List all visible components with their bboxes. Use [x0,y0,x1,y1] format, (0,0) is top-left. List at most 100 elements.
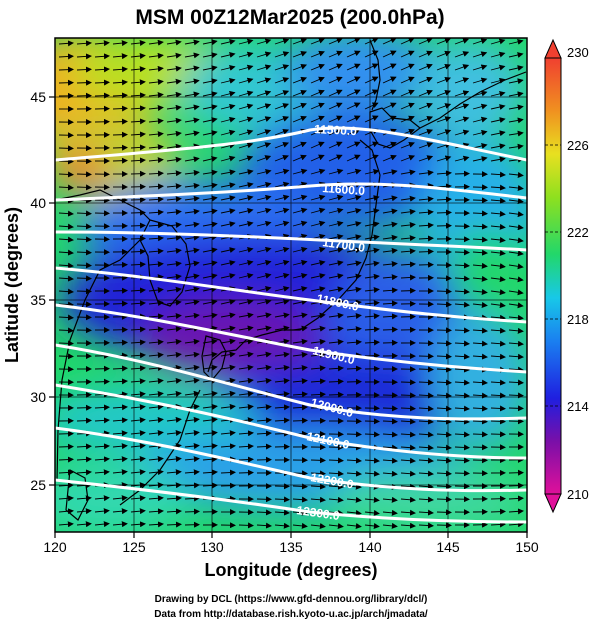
wind-arrow [256,38,272,45]
wind-arrow [382,169,398,176]
wind-arrow [346,523,362,530]
wind-arrow [382,431,398,438]
wind-arrow [382,195,398,202]
wind-arrow [220,325,236,332]
wind-arrow [238,259,254,266]
wind-arrow [310,194,326,201]
wind-arrow [328,273,344,280]
wind-arrow [490,77,506,84]
wind-arrow [436,340,452,347]
wind-arrow [76,53,92,60]
wind-arrow [400,235,416,242]
wind-arrow [292,417,308,424]
wind-arrow [202,273,218,280]
wind-arrow [490,314,506,321]
wind-arrow [346,141,361,149]
wind-arrow [436,170,452,177]
wind-arrow [256,404,272,411]
wind-arrow [130,144,146,151]
wind-arrow [130,430,146,437]
wind-arrow [382,141,397,149]
wind-arrow [130,300,146,307]
wind-arrow [508,52,524,58]
wind-arrow [418,418,434,425]
wind-arrow [364,50,379,58]
wind-arrow [166,456,182,463]
wind-arrow [274,207,290,214]
wind-arrow [418,235,434,242]
wind-arrow [454,249,470,256]
wind-arrow [220,430,236,437]
wind-arrow [58,340,74,347]
wind-arrow [130,456,146,463]
wind-arrow [472,51,488,58]
wind-arrow [346,63,361,71]
wind-arrow [292,220,308,227]
wind-arrow [472,340,488,347]
wind-arrow [166,130,182,137]
wind-arrow [256,285,272,292]
wind-arrow [274,181,290,188]
wind-arrow [418,509,434,516]
wind-arrow [400,141,415,149]
wind-arrow [202,338,218,345]
wind-arrow [328,509,344,516]
wind-arrow [472,210,488,217]
wind-arrow [184,390,200,397]
wind-arrow [274,391,290,398]
wind-arrow [346,365,362,372]
wind-arrow [130,521,146,528]
wind-arrow [382,313,398,320]
wind-arrow [382,444,398,451]
wind-arrow [310,260,326,266]
wind-arrow [436,183,452,190]
wind-arrow [436,288,452,295]
wind-arrow [184,416,200,423]
wind-arrow [490,51,506,58]
wind-arrow [436,366,452,373]
wind-arrow [148,131,164,138]
wind-arrow [166,65,182,72]
wind-arrow [382,287,398,294]
wind-arrow [256,155,272,162]
contour-label-11600: 11600.0 [322,181,366,198]
kyushu-coastline [201,335,227,381]
wind-arrow [202,65,218,72]
wind-arrow [184,130,200,137]
wind-arrow [454,457,470,464]
wind-arrow [184,234,200,241]
wind-arrow [238,129,254,136]
wind-arrow [220,482,236,489]
wind-arrow [166,52,182,59]
sakhalin-coastline [369,39,381,111]
wind-arrow [418,155,434,162]
wind-arrow [76,249,92,256]
wind-arrow [274,246,290,253]
wind-arrow [256,325,272,332]
wind-arrow [382,470,398,477]
wind-arrow [400,470,416,477]
wind-arrow [346,115,361,123]
x-tick-140: 140 [358,539,382,555]
wind-arrow [418,496,434,503]
wind-arrow [310,115,325,123]
wind-arrow [346,483,362,490]
wind-arrow [238,208,254,214]
wind-arrow [238,456,254,463]
wind-arrow [202,104,218,111]
wind-arrow [490,327,506,334]
hokkaido-coastline [369,107,421,149]
wind-arrow [328,115,343,123]
wind-arrow [148,339,164,346]
colorbar-label-210: 210 [567,487,589,502]
wind-arrow [274,141,290,149]
wind-arrow [76,210,92,217]
colorbar-label-230: 230 [567,45,589,60]
wind-arrow [76,456,92,463]
wind-arrow [454,327,470,334]
wind-arrow [130,222,146,229]
wind-arrow [202,260,218,267]
wind-arrow [256,103,272,110]
wind-arrow [202,469,218,476]
wind-arrow [328,312,344,319]
